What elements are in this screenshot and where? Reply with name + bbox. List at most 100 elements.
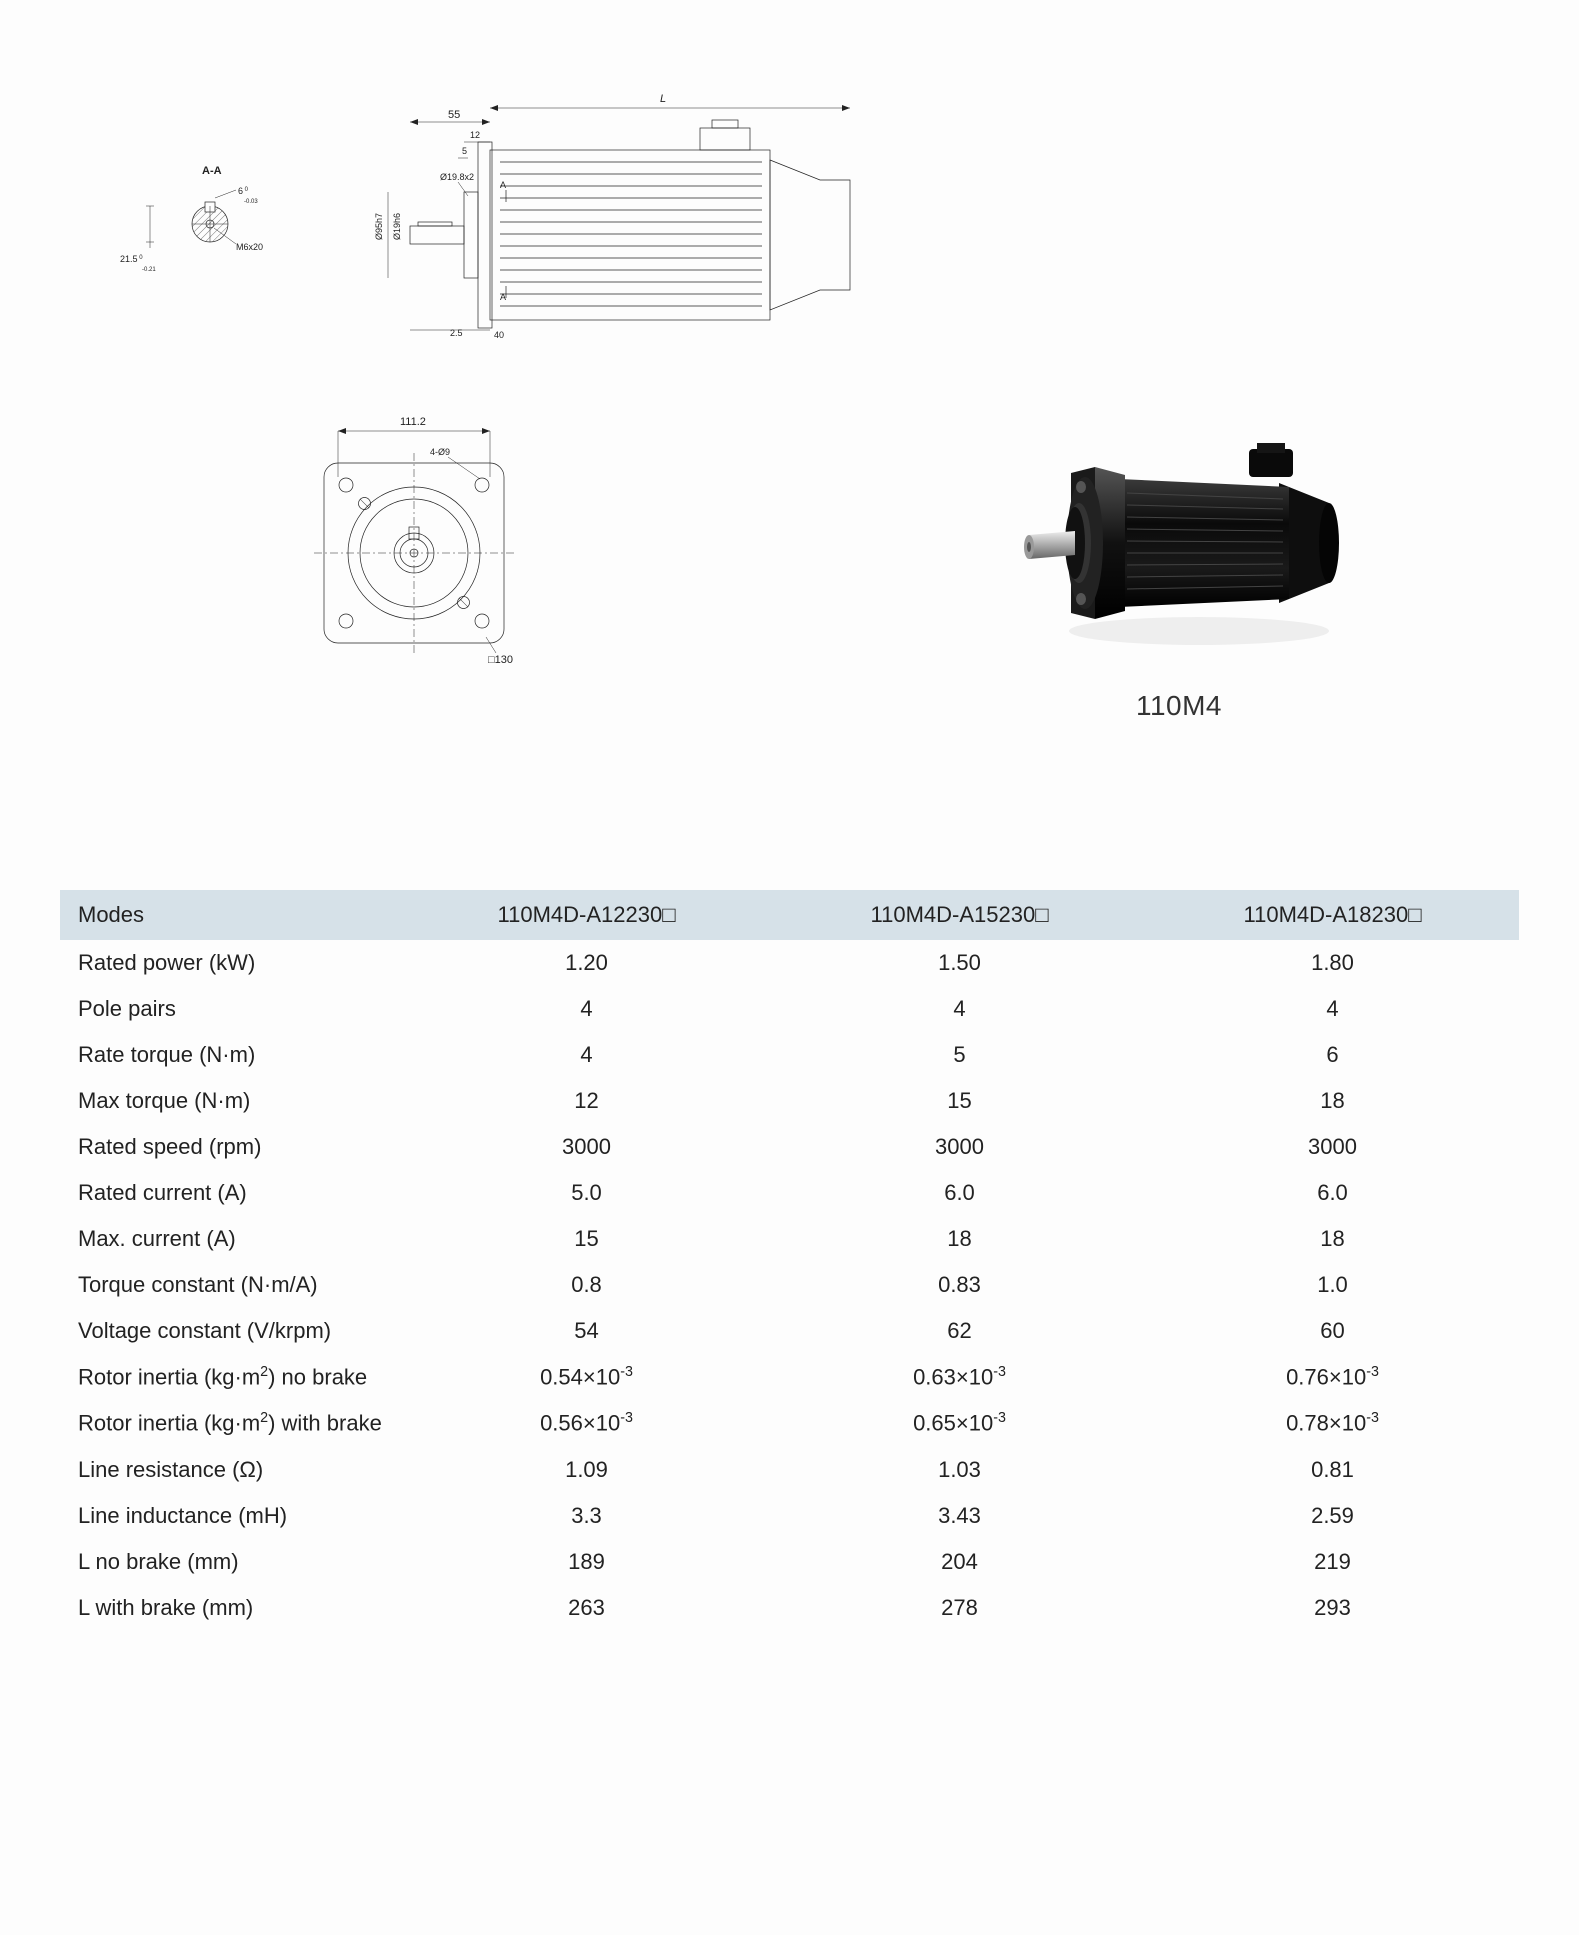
row-value: 4 xyxy=(773,996,1146,1022)
dim-111p2: 111.2 xyxy=(400,416,426,428)
row-value: 15 xyxy=(400,1226,773,1252)
header-model-3: 110M4D-A18230□ xyxy=(1146,902,1519,928)
table-row: Rate torque (N·m)456 xyxy=(60,1032,1519,1078)
row-label: L no brake (mm) xyxy=(60,1549,400,1575)
shaft-dia-note: Ø19.8x2 xyxy=(440,172,474,182)
table-row: Voltage constant (V/krpm)546260 xyxy=(60,1308,1519,1354)
table-row: L with brake (mm)263278293 xyxy=(60,1585,1519,1631)
pilot-dia-label: Ø95h7 xyxy=(374,213,384,240)
row-value: 1.80 xyxy=(1146,950,1519,976)
spec-table-header: Modes 110M4D-A12230□ 110M4D-A15230□ 110M… xyxy=(60,890,1519,940)
row-label: Rated speed (rpm) xyxy=(60,1134,400,1160)
row-value: 5 xyxy=(773,1042,1146,1068)
row-label: Torque constant (N·m/A) xyxy=(60,1272,400,1298)
row-value: 278 xyxy=(773,1595,1146,1621)
row-label: Voltage constant (V/krpm) xyxy=(60,1318,400,1344)
table-row: Line inductance (mH)3.33.432.59 xyxy=(60,1493,1519,1539)
table-row: Line resistance (Ω)1.091.030.81 xyxy=(60,1447,1519,1493)
row-value: 0.8 xyxy=(400,1272,773,1298)
header-model-2: 110M4D-A15230□ xyxy=(773,902,1146,928)
row-value: 1.0 xyxy=(1146,1272,1519,1298)
row-value: 3000 xyxy=(400,1134,773,1160)
diagrams-area: A-A 6 0-0.03 21 xyxy=(60,80,1519,730)
row-label: Max. current (A) xyxy=(60,1226,400,1252)
dim-5: 5 xyxy=(462,146,467,156)
row-value: 18 xyxy=(1146,1226,1519,1252)
motor-photo-illustration xyxy=(999,413,1359,673)
row-label: Line resistance (Ω) xyxy=(60,1457,400,1483)
row-value: 0.81 xyxy=(1146,1457,1519,1483)
row-value: 293 xyxy=(1146,1595,1519,1621)
product-photo-block: 110M4 xyxy=(999,413,1359,722)
row-value: 0.76×10-3 xyxy=(1146,1364,1519,1390)
shaft-flat-label: 21.5 0-0.21 xyxy=(120,254,156,273)
row-label: Rate torque (N·m) xyxy=(60,1042,400,1068)
row-value: 12 xyxy=(400,1088,773,1114)
row-label: Pole pairs xyxy=(60,996,400,1022)
section-A-top: A xyxy=(500,180,506,190)
row-value: 6.0 xyxy=(1146,1180,1519,1206)
row-value: 0.63×10-3 xyxy=(773,1364,1146,1390)
dim-40: 40 xyxy=(494,330,504,340)
dim-12: 12 xyxy=(470,130,480,140)
row-value: 3.3 xyxy=(400,1503,773,1529)
header-model-1: 110M4D-A12230□ xyxy=(400,902,773,928)
side-view-diagram: L 55 12 5 xyxy=(340,80,860,365)
row-value: 3.43 xyxy=(773,1503,1146,1529)
row-value: 0.65×10-3 xyxy=(773,1410,1146,1436)
table-row: Rated power (kW)1.201.501.80 xyxy=(60,940,1519,986)
table-row: Torque constant (N·m/A)0.80.831.0 xyxy=(60,1262,1519,1308)
front-view-diagram: 111.2 4-Ø9 xyxy=(280,405,580,730)
shaft-dia-label: Ø19h6 xyxy=(392,213,402,240)
row-value: 189 xyxy=(400,1549,773,1575)
row-label: Rated current (A) xyxy=(60,1180,400,1206)
row-value: 18 xyxy=(773,1226,1146,1252)
table-row: L no brake (mm)189204219 xyxy=(60,1539,1519,1585)
row-label: Rotor inertia (kg·m2) no brake xyxy=(60,1364,400,1390)
row-value: 1.50 xyxy=(773,950,1146,976)
row-value: 0.78×10-3 xyxy=(1146,1410,1519,1436)
diagram-top-row: A-A 6 0-0.03 21 xyxy=(60,80,1519,365)
section-title: A-A xyxy=(202,165,222,177)
row-value: 3000 xyxy=(1146,1134,1519,1160)
row-value: 263 xyxy=(400,1595,773,1621)
row-value: 0.56×10-3 xyxy=(400,1410,773,1436)
dim-55: 55 xyxy=(448,109,460,121)
row-label: Max torque (N·m) xyxy=(60,1088,400,1114)
table-row: Rotor inertia (kg·m2) with brake0.56×10-… xyxy=(60,1400,1519,1446)
row-value: 1.20 xyxy=(400,950,773,976)
row-label: Rated power (kW) xyxy=(60,950,400,976)
row-value: 3000 xyxy=(773,1134,1146,1160)
row-value: 219 xyxy=(1146,1549,1519,1575)
row-value: 2.59 xyxy=(1146,1503,1519,1529)
thread-label: M6x20 xyxy=(236,242,263,252)
row-value: 1.09 xyxy=(400,1457,773,1483)
header-modes: Modes xyxy=(60,902,400,928)
key-depth-label: 6 0-0.03 xyxy=(238,186,258,205)
row-value: 54 xyxy=(400,1318,773,1344)
row-value: 5.0 xyxy=(400,1180,773,1206)
shaft-section-diagram: A-A 6 0-0.03 21 xyxy=(120,150,300,295)
table-row: Rated speed (rpm)300030003000 xyxy=(60,1124,1519,1170)
row-value: 6 xyxy=(1146,1042,1519,1068)
row-value: 4 xyxy=(400,996,773,1022)
page: A-A 6 0-0.03 21 xyxy=(0,0,1579,1711)
row-label: Line inductance (mH) xyxy=(60,1503,400,1529)
table-row: Rotor inertia (kg·m2) no brake0.54×10-30… xyxy=(60,1354,1519,1400)
row-value: 62 xyxy=(773,1318,1146,1344)
table-row: Max. current (A)151818 xyxy=(60,1216,1519,1262)
row-value: 0.54×10-3 xyxy=(400,1364,773,1390)
row-value: 4 xyxy=(1146,996,1519,1022)
square-130: □130 xyxy=(488,654,513,666)
photo-caption: 110M4 xyxy=(999,690,1359,722)
table-row: Rated current (A)5.06.06.0 xyxy=(60,1170,1519,1216)
table-row: Pole pairs444 xyxy=(60,986,1519,1032)
dim-2p5: 2.5 xyxy=(450,328,463,338)
spec-table: Modes 110M4D-A12230□ 110M4D-A15230□ 110M… xyxy=(60,890,1519,1631)
section-A-bot: A xyxy=(500,292,506,302)
hole-note: 4-Ø9 xyxy=(430,447,450,457)
diagram-bottom-row: 111.2 4-Ø9 xyxy=(60,405,1519,730)
row-value: 60 xyxy=(1146,1318,1519,1344)
row-label: Rotor inertia (kg·m2) with brake xyxy=(60,1410,400,1436)
row-value: 6.0 xyxy=(773,1180,1146,1206)
